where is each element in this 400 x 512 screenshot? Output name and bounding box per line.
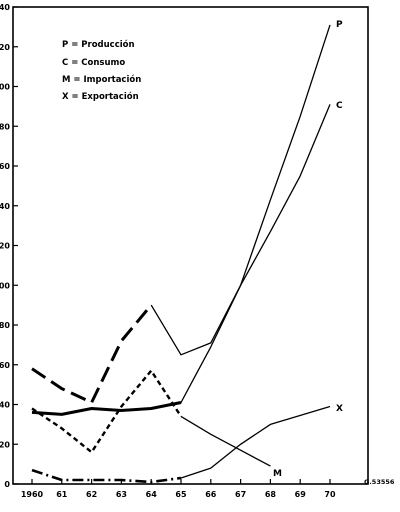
end-label-m: M [273, 469, 282, 479]
legend-entry-m: M = Importación [62, 74, 141, 85]
y-tick-label-80: 80 [0, 321, 10, 330]
y-tick-label-60: 60 [0, 361, 10, 370]
x-tick-label-66: 66 [205, 490, 217, 499]
y-tick-label-40: 40 [0, 401, 10, 410]
y-tick-label-100: 100 [0, 281, 10, 290]
legend: P = Producción C = Consumo M = Importaci… [62, 39, 141, 102]
x-tick-label-63: 63 [116, 490, 127, 499]
end-label-c: C [336, 101, 343, 111]
legend-entry-c: C = Consumo [62, 58, 125, 68]
y-tick-label-160: 160 [0, 162, 10, 171]
x-tick-label-65: 65 [175, 490, 187, 499]
series-line-p-early [31, 401, 182, 416]
x-tick-label-61: 61 [56, 490, 68, 499]
y-tick-label-140: 140 [0, 202, 10, 211]
series-line-m-early [31, 369, 183, 454]
y-tick-label-200: 200 [0, 83, 10, 92]
y-tick-label-20: 20 [0, 440, 10, 449]
x-tick-label-64: 64 [146, 490, 158, 499]
end-labels: P C M X G.53556 [273, 20, 395, 486]
x-tick-label-1960: 1960 [21, 490, 44, 499]
x-tick-label-67: 67 [235, 490, 246, 499]
x-tick-label-62: 62 [86, 490, 97, 499]
series-line-c-early [31, 304, 153, 404]
y-tick-label-180: 180 [0, 122, 10, 131]
y-tick-label-120: 120 [0, 242, 10, 251]
series-line-x [180, 405, 331, 479]
y-tick-label-0: 0 [4, 480, 10, 489]
y-tick-label-240: 240 [0, 3, 10, 12]
x-tick-label-68: 68 [265, 490, 277, 499]
series-line-x-early [31, 468, 182, 484]
series-layer [31, 24, 331, 484]
end-label-x: X [336, 404, 343, 414]
legend-entry-p: P = Producción [62, 39, 135, 50]
end-label-p: P [336, 20, 343, 30]
reference-code: G.53556 [364, 478, 395, 486]
x-tick-label-69: 69 [295, 490, 307, 499]
y-tick-label-220: 220 [0, 43, 10, 52]
series-line-m [180, 415, 271, 467]
axes-layer: 0 20 40 60 80 100 120 140 160 180 200 220 240 1960 61 6… [0, 3, 369, 499]
x-tick-label-70: 70 [324, 490, 336, 499]
legend-entry-x: X = Exportación [62, 91, 139, 102]
series-line-c [150, 104, 331, 356]
